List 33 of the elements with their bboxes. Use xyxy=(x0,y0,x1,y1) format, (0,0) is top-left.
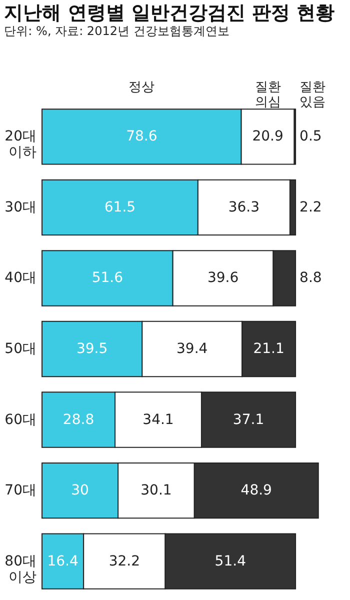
data-label: 20.9 xyxy=(252,128,284,145)
data-label: 78.6 xyxy=(126,128,158,145)
data-label: 30.1 xyxy=(140,482,172,499)
y-tick-label: 70대 xyxy=(4,482,36,499)
data-label: 34.1 xyxy=(142,412,174,428)
y-tick-label: 30대 xyxy=(4,199,36,216)
y-tick-label: 50대 xyxy=(4,341,36,357)
series-label: 질환 있음 xyxy=(300,80,326,110)
chart-title: 지난해 연령별 일반건강검진 판정 현황 xyxy=(4,2,335,24)
data-label: 48.9 xyxy=(240,482,272,499)
data-label: 37.1 xyxy=(232,412,264,428)
data-label: 51.4 xyxy=(214,553,246,570)
y-tick-label: 60대 xyxy=(4,412,36,428)
data-label: 39.6 xyxy=(207,270,239,286)
data-label: 30 xyxy=(71,482,89,499)
data-label: 2.2 xyxy=(300,199,322,216)
y-tick-label: 40대 xyxy=(4,270,36,286)
data-label: 32.2 xyxy=(108,553,140,570)
data-label: 0.5 xyxy=(300,128,322,145)
y-tick-label: 80대 이상 xyxy=(4,553,36,586)
data-label: 39.5 xyxy=(76,341,108,357)
data-label: 28.8 xyxy=(62,412,94,428)
data-label: 51.6 xyxy=(92,270,124,286)
series-label: 질환 의심 xyxy=(254,80,281,110)
data-label: 36.3 xyxy=(228,199,260,216)
data-label: 21.1 xyxy=(253,341,284,357)
data-label: 16.4 xyxy=(47,553,78,570)
chart-subtitle: 단위: %, 자료: 2012년 건강보험통계연보 xyxy=(4,24,230,38)
y-tick-label: 20대 이하 xyxy=(4,128,36,161)
series-label: 정상 xyxy=(128,80,155,95)
data-label: 8.8 xyxy=(300,270,322,286)
data-label: 39.4 xyxy=(176,341,208,357)
data-label: 61.5 xyxy=(104,199,136,216)
